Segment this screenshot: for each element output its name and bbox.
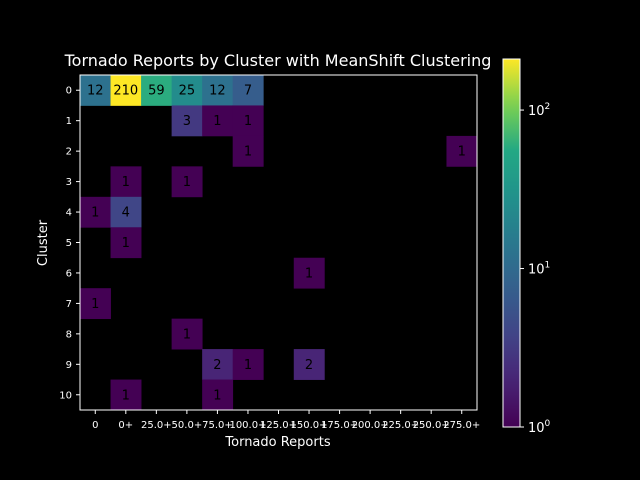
- cell-value-label: 1: [213, 114, 221, 129]
- y-tick-label: 7: [66, 299, 72, 310]
- heatmap-cell: [171, 105, 203, 137]
- heatmap-cell: [202, 379, 234, 411]
- x-tick-label: 275.0+: [443, 420, 480, 431]
- colorbar-tick-label: 100: [528, 419, 551, 436]
- y-axis-ticks: 0 1 2 3 4 5 6 7 8 9 10: [59, 86, 80, 401]
- x-axis-ticks: 0 0+ 25.0+ 50.0+ 75.0+100.0+125.0+150.0+175.…: [92, 410, 480, 431]
- cell-value-label: 1: [244, 145, 252, 160]
- cell-value-label: 3: [183, 114, 191, 129]
- y-tick-label: 3: [66, 177, 72, 188]
- cell-value-label: 210: [113, 84, 138, 99]
- cell-value-label: 2: [305, 358, 313, 373]
- cell-value-label: 1: [183, 175, 191, 190]
- colorbar: [502, 58, 521, 428]
- heatmap-cell: [202, 349, 234, 380]
- x-tick-label: 75.0+: [202, 420, 233, 431]
- cell-value-label: 1: [183, 327, 191, 342]
- cell-value-label: 1: [244, 114, 252, 129]
- x-tick-label: 25.0+: [141, 420, 172, 431]
- y-axis-label: Cluster: [36, 219, 51, 266]
- cell-value-label: 12: [209, 84, 226, 99]
- x-tick-label: 0+: [118, 420, 133, 431]
- x-tick-label: 50.0+: [172, 420, 203, 431]
- heatmap-cell: [110, 75, 142, 106]
- cell-value-label: 1: [122, 236, 130, 251]
- heatmap-cell: [110, 379, 142, 411]
- cell-value-label: 25: [179, 84, 196, 99]
- plot-area-background: [80, 75, 477, 410]
- y-tick-label: 0: [66, 86, 72, 97]
- y-tick-label: 8: [66, 329, 72, 340]
- heatmap-cell: [110, 227, 142, 259]
- heatmap-cell: [80, 288, 111, 320]
- cell-value-label: 1: [91, 206, 99, 221]
- x-tick-label: 125.0+: [260, 420, 297, 431]
- y-tick-label: 6: [66, 268, 72, 279]
- heatmap-cell: [80, 75, 111, 106]
- heatmap-cell: [202, 105, 234, 137]
- x-tick-label: 150.0+: [291, 420, 328, 431]
- heatmap-cell: [110, 166, 142, 198]
- heatmap-cell: [446, 135, 478, 167]
- heatmap-cell: [80, 196, 111, 228]
- x-tick-label: 175.0+: [321, 420, 358, 431]
- cell-value-label: 1: [213, 388, 221, 403]
- heatmap-cell: [202, 75, 234, 106]
- cell-value-label: 59: [148, 84, 165, 99]
- x-tick-label: 0: [92, 420, 98, 431]
- colorbar-ticks: 100 101 102: [520, 102, 551, 436]
- y-tick-label: 5: [66, 238, 72, 249]
- y-tick-label: 1: [66, 116, 72, 127]
- y-tick-label: 2: [66, 147, 72, 158]
- heatmap-cell: [141, 75, 173, 106]
- x-tick-label: 225.0+: [382, 420, 419, 431]
- cell-value-label: 1: [122, 388, 130, 403]
- cell-value-label: 2: [213, 358, 221, 373]
- cell-value-label: 4: [122, 206, 130, 221]
- heatmap-cell: [171, 166, 203, 198]
- cell-value-label: 1: [458, 145, 466, 160]
- x-axis-label: Tornado Reports: [224, 435, 330, 450]
- heatmap-cell: [110, 196, 142, 228]
- y-tick-label: 9: [66, 360, 72, 371]
- x-tick-label: 200.0+: [352, 420, 389, 431]
- cell-value-label: 1: [244, 358, 252, 373]
- cell-value-label: 12: [87, 84, 104, 99]
- heatmap-cells: [80, 75, 478, 411]
- chart-title: Tornado Reports by Cluster with MeanShif…: [64, 51, 492, 70]
- y-tick-label: 4: [66, 208, 72, 219]
- colorbar-tick-label: 101: [528, 261, 550, 278]
- heatmap-cell: [232, 349, 264, 380]
- heatmap-cell: [171, 318, 203, 350]
- cell-value-label: 1: [91, 297, 99, 312]
- heatmap-cell: [232, 135, 264, 167]
- cell-value-label: 1: [122, 175, 130, 190]
- heatmap-cell: [232, 75, 264, 106]
- heatmap-cell: [171, 75, 203, 106]
- cell-value-label: 1: [305, 266, 313, 281]
- heatmap-cell: [293, 257, 325, 289]
- x-tick-label: 250.0+: [413, 420, 450, 431]
- heatmap-cell: [232, 105, 264, 137]
- y-tick-label: 10: [59, 390, 72, 401]
- cell-value-label: 7: [244, 84, 252, 99]
- heatmap-cell: [293, 349, 325, 380]
- colorbar-tick-label: 102: [528, 102, 550, 119]
- x-tick-label: 100.0+: [229, 420, 266, 431]
